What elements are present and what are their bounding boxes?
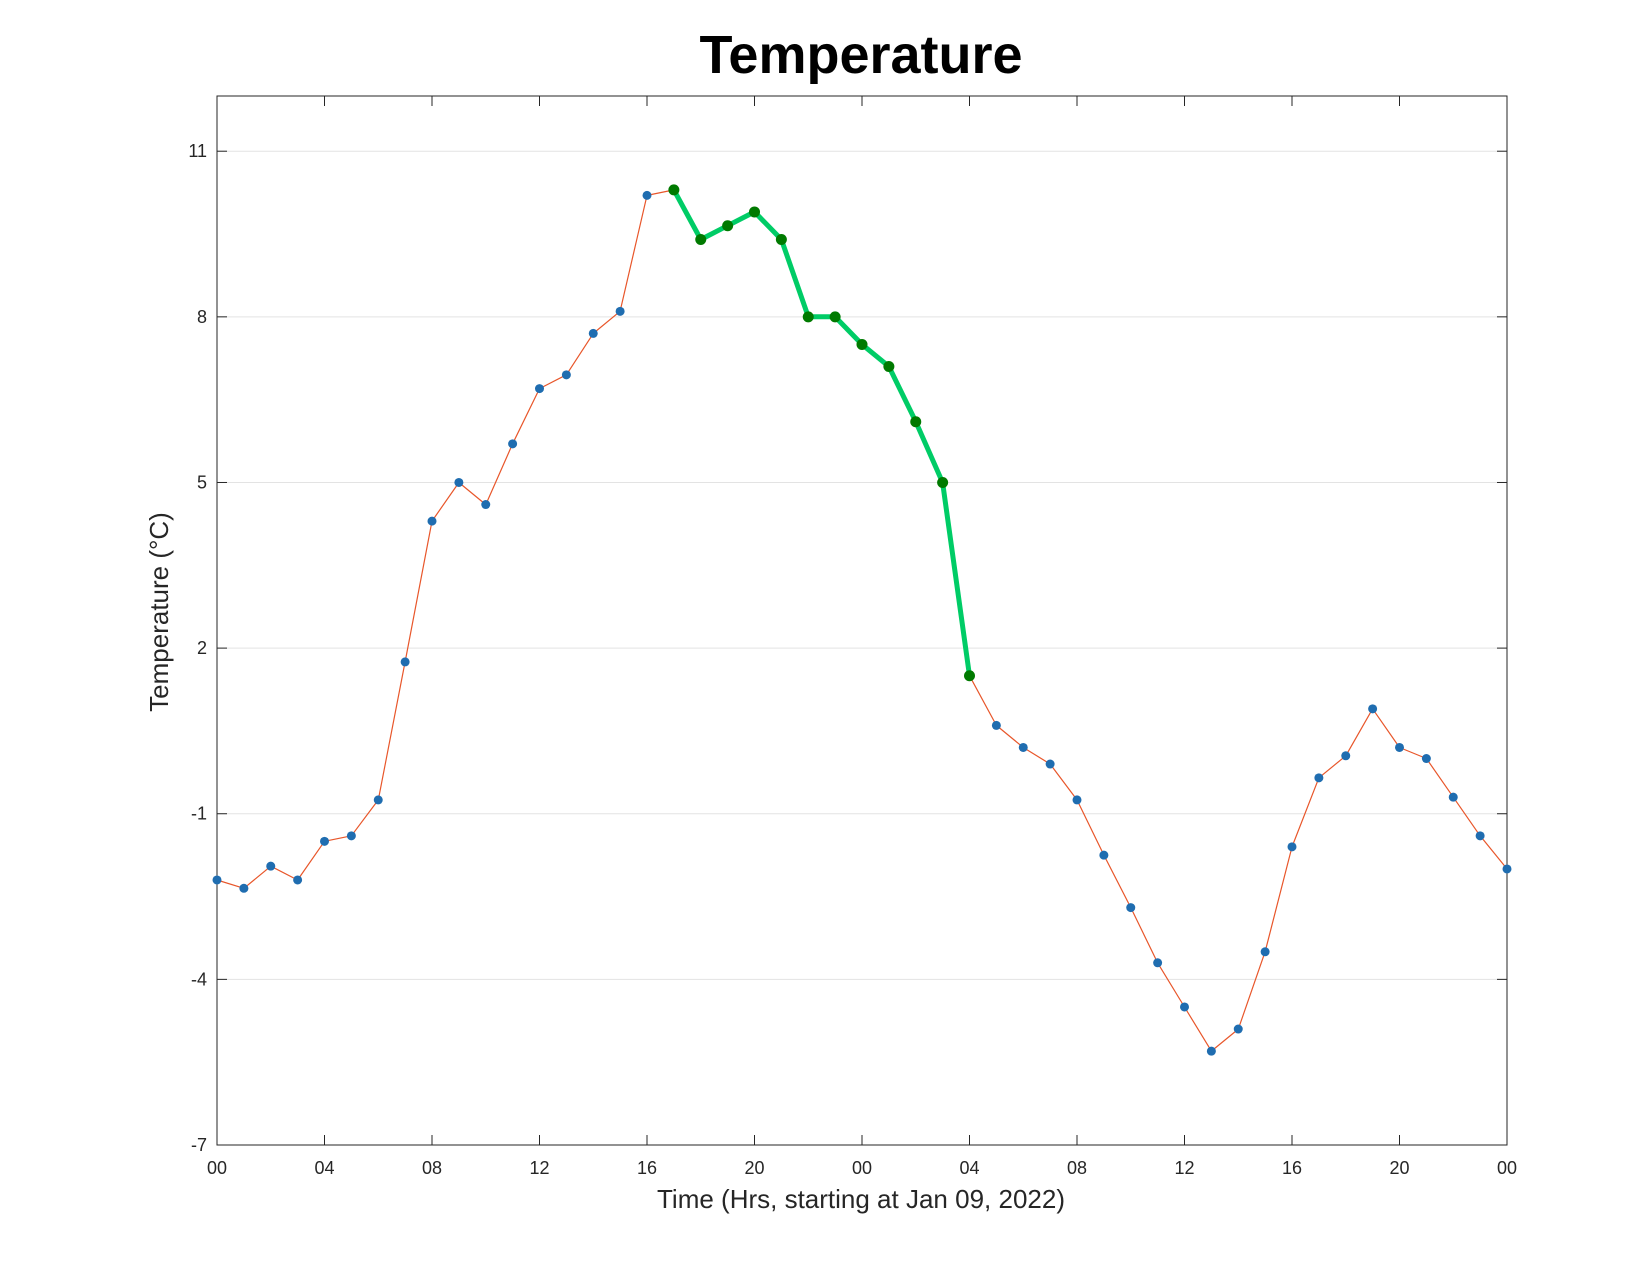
- data-point: [346, 831, 356, 841]
- y-axis-label: Temperature (°C): [144, 512, 174, 712]
- data-point: [212, 875, 222, 885]
- data-point: [293, 875, 303, 885]
- data-point: [239, 883, 249, 893]
- data-point: [1018, 742, 1028, 752]
- data-point: [1502, 864, 1512, 874]
- data-point: [1045, 759, 1055, 769]
- x-tick-label: 04: [959, 1158, 979, 1178]
- x-tick-label: 12: [1174, 1158, 1194, 1178]
- highlight-point: [749, 206, 760, 218]
- data-point: [266, 861, 276, 871]
- data-point: [1126, 903, 1136, 913]
- data-point: [1233, 1024, 1243, 1034]
- temperature-line: [216, 189, 1508, 1052]
- highlight-point: [829, 311, 841, 323]
- y-tick-label: 8: [197, 307, 207, 327]
- data-point: [535, 384, 544, 394]
- y-tick-label: 11: [188, 141, 207, 161]
- y-tick-label: -7: [191, 1135, 207, 1155]
- chart-title: Temperature: [699, 25, 1022, 85]
- data-point: [1341, 751, 1351, 761]
- highlight-point: [775, 234, 787, 246]
- y-tick-label: -1: [191, 804, 207, 824]
- data-point: [320, 836, 329, 846]
- data-point: [400, 657, 410, 667]
- highlight-point: [964, 670, 975, 682]
- x-tick-label: 12: [529, 1158, 549, 1178]
- highlight-point: [910, 416, 922, 428]
- data-series: [212, 184, 1512, 1056]
- x-tick-label: 00: [207, 1158, 227, 1178]
- data-point: [615, 306, 625, 316]
- x-tick-label: 00: [1497, 1158, 1517, 1178]
- y-tick-label: 2: [197, 638, 207, 658]
- x-tick-label: 16: [1282, 1158, 1302, 1178]
- x-tick-label: 20: [1389, 1158, 1409, 1178]
- data-point: [561, 370, 571, 380]
- data-point: [1072, 795, 1082, 805]
- data-point: [373, 795, 383, 805]
- data-point: [1180, 1002, 1189, 1012]
- x-tick-label: 08: [422, 1158, 442, 1178]
- gridlines: [217, 150, 1507, 980]
- data-point: [642, 190, 652, 200]
- x-tick-label: 04: [314, 1158, 334, 1178]
- data-point: [1395, 742, 1404, 752]
- x-tick-label: 20: [744, 1158, 764, 1178]
- highlight-line: [671, 187, 972, 679]
- highlight-point: [937, 476, 949, 488]
- axis-ticks: -7 -4 -1 2 5 8 11 00 04 08 12 16 20 00 04 08 12 16 20 00: [188, 96, 1517, 1178]
- x-tick-label: 08: [1067, 1158, 1087, 1178]
- data-point: [1153, 958, 1163, 968]
- data-point: [1314, 773, 1324, 783]
- data-point: [508, 439, 518, 449]
- data-point: [1287, 842, 1297, 852]
- highlight-point: [722, 220, 734, 232]
- data-point: [1206, 1046, 1216, 1056]
- data-point: [454, 477, 464, 487]
- data-point: [1099, 850, 1109, 860]
- data-point: [588, 328, 598, 338]
- highlight-point: [883, 361, 895, 373]
- plot-area: [216, 95, 1508, 1146]
- data-point: [991, 720, 1001, 730]
- y-tick-label: 5: [197, 472, 207, 492]
- data-point: [481, 500, 491, 510]
- data-point: [1475, 831, 1485, 841]
- data-point: [1368, 704, 1378, 714]
- highlight-point: [695, 234, 707, 246]
- highlight-point: [856, 338, 868, 350]
- x-tick-label: 00: [852, 1158, 872, 1178]
- x-tick-label: 16: [637, 1158, 657, 1178]
- highlight-point: [668, 184, 680, 196]
- y-tick-label: -4: [191, 969, 207, 989]
- data-point: [427, 516, 437, 526]
- data-point: [1448, 792, 1458, 802]
- data-point: [1260, 947, 1270, 957]
- data-point: [1421, 754, 1431, 764]
- x-axis-label: Time (Hrs, starting at Jan 09, 2022): [657, 1184, 1065, 1214]
- highlight-point: [802, 311, 814, 323]
